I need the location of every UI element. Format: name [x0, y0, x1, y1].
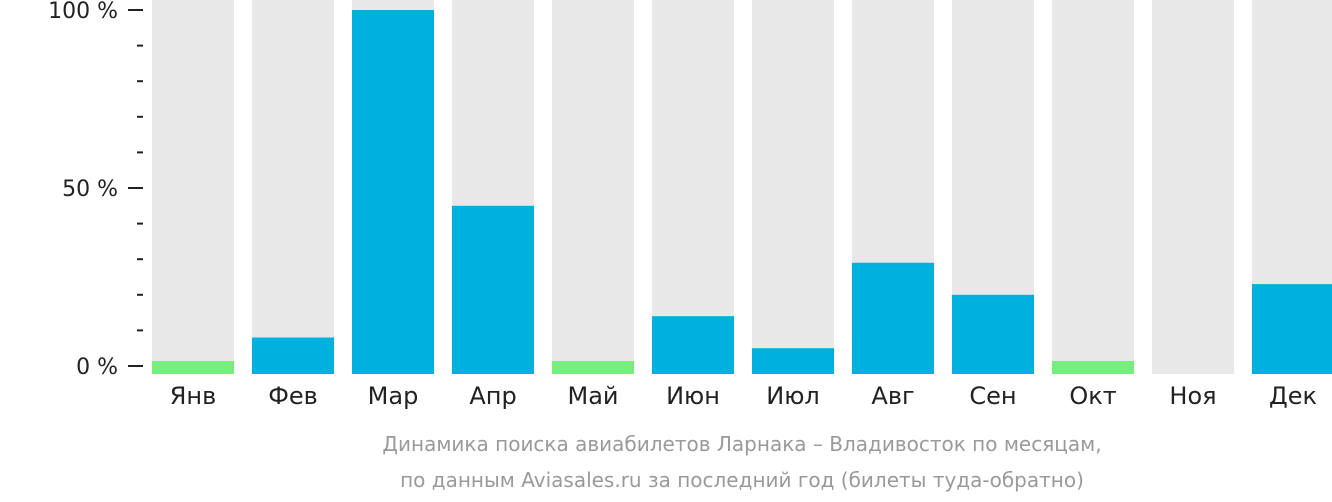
bar-background — [652, 0, 734, 374]
bar-background — [1052, 0, 1134, 374]
bar-7 — [752, 348, 834, 374]
y-tick-label: 50 % — [62, 177, 118, 202]
bar-12 — [1252, 284, 1332, 374]
y-tick-label: 0 % — [76, 355, 118, 380]
bar-1 — [152, 361, 234, 374]
bar-8 — [852, 262, 934, 374]
chart-caption-line-2: по данным Aviasales.ru за последний год … — [400, 468, 1084, 492]
bar-background — [1152, 0, 1234, 374]
bar-background — [152, 0, 234, 374]
bar-9 — [952, 294, 1034, 374]
bar-10 — [1052, 361, 1134, 374]
bar-background — [252, 0, 334, 374]
category-labels: Янв Фев Мар Апр Май Июн Июл Авг Сен Окт Ноя Дек — [170, 382, 1317, 410]
chart-caption-line-1: Динамика поиска авиабилетов Ларнака – Вл… — [382, 432, 1101, 456]
x-tick-label: Июн — [666, 382, 720, 410]
y-axis: 100 % 50 % 0 % — [48, 0, 143, 380]
x-tick-label: Дек — [1269, 382, 1317, 410]
x-tick-label: Июл — [766, 382, 820, 410]
x-tick-label: Фев — [268, 382, 318, 410]
x-tick-label: Ноя — [1169, 382, 1216, 410]
bar-5 — [552, 361, 634, 374]
x-tick-label: Май — [567, 382, 618, 410]
x-tick-label: Янв — [170, 382, 217, 410]
x-tick-label: Сен — [969, 382, 1016, 410]
x-tick-label: Окт — [1069, 382, 1116, 410]
y-tick-label: 100 % — [48, 0, 118, 24]
bar-4 — [452, 205, 534, 374]
bars — [152, 0, 1332, 374]
x-tick-label: Мар — [368, 382, 419, 410]
bar-2 — [252, 337, 334, 374]
bar-3 — [352, 10, 434, 374]
x-tick-label: Апр — [469, 382, 516, 410]
bar-background — [752, 0, 834, 374]
bar-6 — [652, 316, 734, 374]
x-tick-label: Авг — [871, 382, 914, 410]
bar-background — [552, 0, 634, 374]
